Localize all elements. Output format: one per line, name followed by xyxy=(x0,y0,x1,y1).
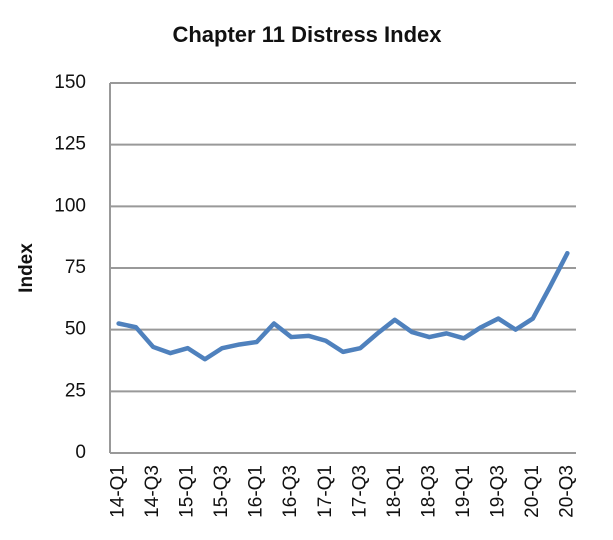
data-line xyxy=(116,250,570,362)
x-tick-label: 14-Q1 xyxy=(108,465,129,518)
x-tick-label: 18-Q3 xyxy=(418,465,439,518)
x-tick-label: 19-Q1 xyxy=(453,465,474,518)
x-tick-label: 17-Q3 xyxy=(349,465,370,518)
y-tick-label: 150 xyxy=(54,72,86,93)
x-tick-label: 20-Q1 xyxy=(522,465,543,518)
x-tick-label: 14-Q3 xyxy=(142,465,163,518)
x-tick-label: 16-Q1 xyxy=(246,465,267,518)
y-tick-label: 100 xyxy=(54,195,86,216)
x-tick-label: 15-Q1 xyxy=(177,465,198,518)
x-tick-label: 17-Q1 xyxy=(315,465,336,518)
y-tick-label: 25 xyxy=(65,380,86,401)
x-tick-label: 15-Q3 xyxy=(211,465,232,518)
x-tick-label: 20-Q3 xyxy=(556,465,577,518)
y-tick-label: 125 xyxy=(54,134,86,155)
y-tick-label: 50 xyxy=(65,319,86,340)
y-tick-label: 75 xyxy=(65,257,86,278)
y-tick-label: 0 xyxy=(75,442,86,463)
x-tick-label: 18-Q1 xyxy=(384,465,405,518)
x-tick-label: 16-Q3 xyxy=(280,465,301,518)
x-tick-label: 19-Q3 xyxy=(487,465,508,518)
y-axis-label: Index xyxy=(16,243,37,293)
chart-title: Chapter 11 Distress Index xyxy=(172,22,442,47)
